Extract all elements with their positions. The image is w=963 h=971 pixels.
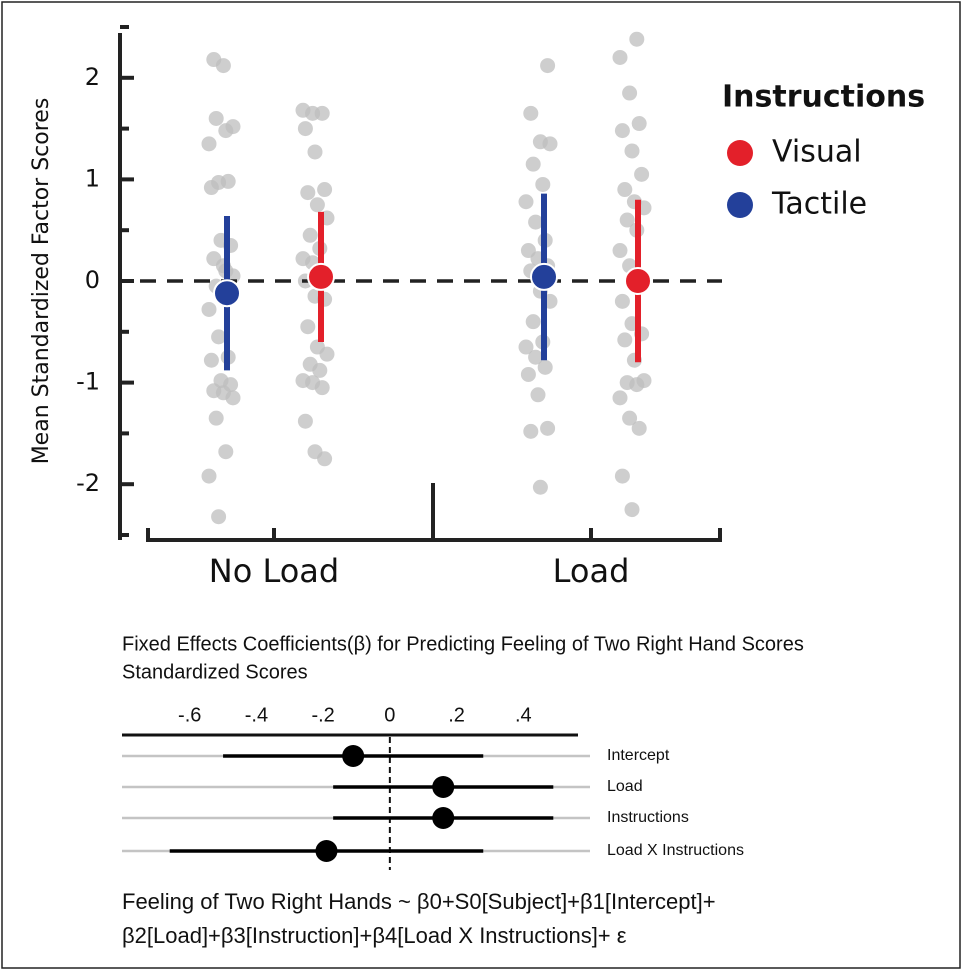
raw-point	[617, 332, 633, 348]
raw-point	[218, 123, 234, 139]
raw-point	[218, 444, 234, 460]
raw-point	[537, 359, 553, 375]
raw-point	[220, 173, 236, 189]
raw-point	[612, 243, 628, 259]
raw-point	[614, 293, 630, 309]
x-tick-label: .4	[515, 704, 532, 726]
raw-point	[211, 509, 227, 525]
raw-point	[532, 479, 548, 495]
y-tick-label: -2	[76, 469, 100, 497]
raw-point	[201, 468, 217, 484]
raw-point	[317, 182, 333, 198]
y-tick-label: 2	[85, 63, 100, 91]
x-tick-label: 0	[384, 704, 395, 726]
raw-point	[523, 105, 539, 121]
raw-point	[225, 390, 241, 406]
raw-point	[530, 387, 546, 403]
raw-point	[631, 420, 647, 436]
raw-point	[629, 377, 645, 393]
raw-point	[302, 227, 318, 243]
raw-point	[540, 420, 556, 436]
raw-point	[317, 451, 333, 467]
raw-point	[309, 197, 325, 213]
raw-point	[518, 194, 534, 210]
raw-point	[297, 121, 313, 137]
raw-point	[314, 380, 330, 396]
y-axis-label: Mean Standardized Factor Scores	[29, 98, 54, 465]
raw-point	[215, 58, 231, 74]
raw-point	[631, 116, 647, 132]
legend-label: Visual	[772, 135, 862, 170]
legend-label: Tactile	[771, 187, 867, 222]
raw-point	[629, 31, 645, 47]
legend-marker	[727, 192, 753, 218]
mean-point	[530, 262, 558, 291]
raw-point	[528, 349, 544, 365]
raw-point	[542, 136, 558, 152]
raw-point	[525, 314, 541, 330]
chart-title: Standardized Scores	[122, 661, 308, 683]
raw-point	[314, 105, 330, 121]
x-tick-label: Load	[553, 552, 630, 590]
raw-point	[528, 214, 544, 230]
chart-title: Fixed Effects Coefficients(β) for Predic…	[122, 633, 804, 655]
raw-point	[617, 182, 633, 198]
raw-point	[540, 58, 556, 74]
mean-point	[213, 279, 241, 308]
coefficient-point	[315, 840, 338, 862]
raw-point	[624, 502, 640, 518]
x-tick-label: .2	[448, 704, 465, 726]
legend-title: Instructions	[722, 80, 925, 115]
coefficient-point	[342, 745, 365, 767]
raw-point	[201, 301, 217, 317]
y-tick-label: 1	[85, 164, 100, 192]
raw-point	[518, 339, 534, 355]
raw-point	[208, 110, 224, 126]
x-tick-label: -.4	[245, 704, 268, 726]
row-label: Load X Instructions	[607, 842, 744, 859]
row-label: Intercept	[607, 747, 670, 764]
mean-point	[624, 267, 652, 295]
raw-point	[622, 85, 638, 101]
raw-point	[520, 366, 536, 382]
raw-point	[634, 166, 650, 182]
raw-point	[622, 410, 638, 426]
raw-point	[307, 144, 323, 160]
row-label: Instructions	[607, 809, 689, 826]
raw-point	[525, 156, 541, 172]
raw-point	[612, 49, 628, 65]
raw-point	[614, 123, 630, 139]
raw-point	[624, 143, 640, 159]
mean-point	[307, 262, 335, 291]
raw-point	[211, 329, 227, 345]
raw-point	[203, 180, 219, 196]
legend-marker	[727, 140, 753, 166]
raw-point	[312, 362, 328, 378]
raw-point	[203, 352, 219, 368]
caption: Feeling of Two Right Hands ~ β0+S0[Subje…	[122, 889, 716, 914]
row-label: Load	[607, 778, 643, 795]
coefficient-point	[432, 807, 455, 829]
x-tick-label: -.2	[311, 704, 334, 726]
raw-point	[201, 136, 217, 152]
x-tick-label: No Load	[209, 552, 339, 590]
y-tick-label: -1	[76, 368, 100, 396]
raw-point	[614, 468, 630, 484]
coefficient-point	[432, 776, 455, 798]
raw-point	[535, 176, 551, 192]
raw-point	[297, 413, 313, 429]
raw-point	[208, 410, 224, 426]
caption: β2[Load]+β3[Instruction]+β4[Load X Instr…	[122, 923, 627, 948]
x-tick-label: -.6	[178, 704, 201, 726]
raw-point	[523, 423, 539, 439]
y-tick-label: 0	[85, 266, 100, 294]
raw-point	[612, 390, 628, 406]
raw-point	[300, 319, 316, 335]
raw-point	[300, 185, 316, 201]
raw-point	[619, 212, 635, 228]
raw-point	[319, 346, 335, 362]
